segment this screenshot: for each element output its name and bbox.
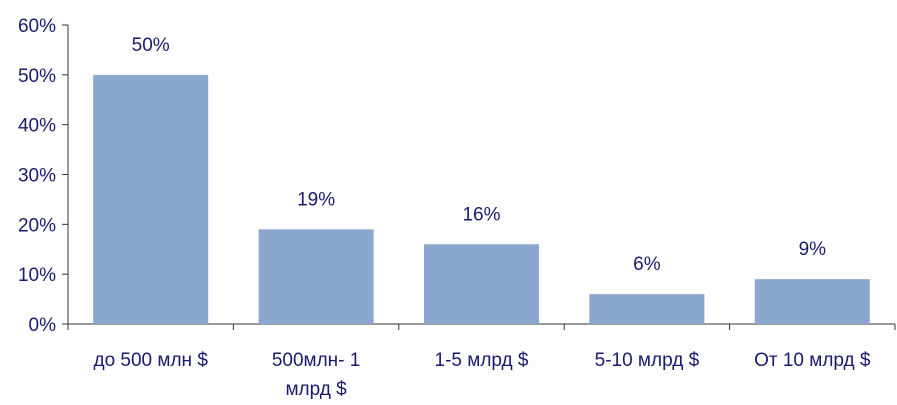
- x-tick-label-line: 500млн- 1: [272, 350, 361, 371]
- bar: [93, 74, 209, 324]
- y-tick-label: 10%: [18, 265, 56, 286]
- chart-bars: [93, 74, 870, 324]
- x-tick-label-line: млрд $: [285, 379, 347, 400]
- x-tick-label: 500млн- 1 млрд $: [272, 350, 361, 400]
- x-tick-label: до 500 млн $: [93, 350, 208, 371]
- x-tick-label: От 10 млрд $: [754, 350, 871, 371]
- bar: [589, 294, 705, 324]
- data-label: 6%: [633, 254, 661, 275]
- x-tick-label-line: 1-5 млрд $: [435, 350, 529, 371]
- y-tick-label: 60%: [18, 16, 56, 37]
- y-tick-label: 30%: [18, 166, 56, 187]
- x-tick-label: 5-10 млрд $: [595, 350, 700, 371]
- chart-y-tick-labels: 0% 10% 20% 30% 40% 50% 60%: [18, 16, 56, 336]
- bar: [258, 229, 374, 324]
- x-tick-label-line: до 500 млн $: [93, 350, 208, 371]
- bar: [754, 279, 870, 324]
- data-label: 9%: [799, 239, 827, 260]
- bar: [424, 244, 539, 324]
- y-tick-label: 20%: [18, 215, 56, 236]
- x-tick-label: 1-5 млрд $: [435, 350, 529, 371]
- data-label: 19%: [297, 189, 335, 210]
- data-label: 16%: [462, 204, 500, 225]
- y-tick-label: 40%: [18, 116, 56, 137]
- x-tick-label-line: 5-10 млрд $: [595, 350, 700, 371]
- data-label: 50%: [132, 35, 170, 56]
- y-tick-label: 50%: [18, 66, 56, 87]
- x-tick-label-line: От 10 млрд $: [754, 350, 871, 371]
- chart-data-labels: 50% 19% 16% 6% 9%: [132, 35, 826, 275]
- chart-x-tick-labels: до 500 млн $ 500млн- 1 млрд $ 1-5 млрд $ 5-1…: [93, 350, 870, 400]
- y-tick-label: 0%: [29, 315, 57, 336]
